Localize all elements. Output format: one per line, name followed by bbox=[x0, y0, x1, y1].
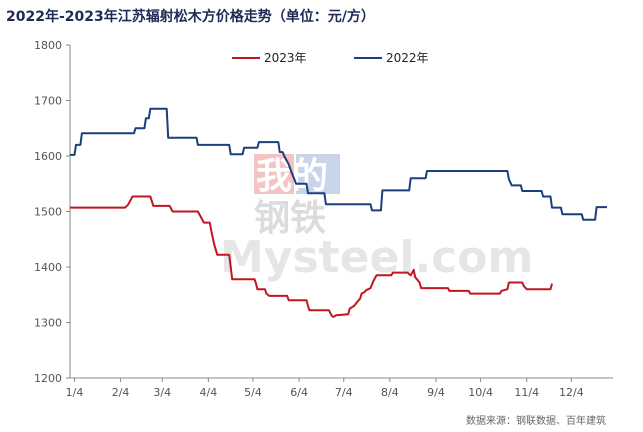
y-tick-label: 1200 bbox=[34, 372, 62, 385]
watermark-blue-block bbox=[296, 154, 340, 194]
source-note: 数据来源：钢联数据、百年建筑 bbox=[466, 414, 606, 427]
chart-title: 2022年-2023年江苏辐射松木方价格走势（单位：元/方） bbox=[6, 9, 375, 25]
y-tick-label: 1500 bbox=[34, 206, 62, 219]
x-tick-label: 10/4 bbox=[468, 386, 493, 399]
chart-legend: 2023年 2022年 bbox=[232, 51, 429, 65]
y-tick-label: 1600 bbox=[34, 150, 62, 163]
series-line-2023 bbox=[70, 195, 553, 318]
series-line-2022 bbox=[70, 107, 607, 221]
x-tick-label: 6/4 bbox=[290, 386, 308, 399]
x-tick-label: 7/4 bbox=[335, 386, 353, 399]
x-axis-ticks: 1/4 2/4 3/4 4/4 5/4 6/4 7/4 8/4 9/4 10/4 11/4 12/4 bbox=[66, 378, 584, 399]
x-tick-label: 8/4 bbox=[381, 386, 399, 399]
x-tick-label: 2/4 bbox=[112, 386, 130, 399]
series-layer bbox=[70, 107, 607, 318]
x-tick-label: 5/4 bbox=[244, 386, 262, 399]
legend-label: 2022年 bbox=[386, 51, 429, 65]
x-tick-label: 3/4 bbox=[153, 386, 171, 399]
x-tick-label: 1/4 bbox=[66, 386, 84, 399]
x-tick-label: 12/4 bbox=[559, 386, 584, 399]
x-tick-label: 4/4 bbox=[200, 386, 218, 399]
y-tick-label: 1800 bbox=[34, 39, 62, 52]
y-axis-ticks: 1200 1300 1400 1500 1600 1700 1800 bbox=[34, 39, 70, 385]
y-tick-label: 1300 bbox=[34, 317, 62, 330]
watermark-text-1: 我的 bbox=[256, 156, 328, 197]
y-tick-label: 1400 bbox=[34, 261, 62, 274]
watermark-text-2: 钢铁 bbox=[254, 198, 326, 239]
mysteel-watermark: 我的 钢铁 Mysteel.com bbox=[220, 154, 533, 283]
x-tick-label: 9/4 bbox=[427, 386, 445, 399]
legend-label: 2023年 bbox=[264, 51, 307, 65]
x-tick-label: 11/4 bbox=[514, 386, 539, 399]
y-tick-label: 1700 bbox=[34, 95, 62, 108]
